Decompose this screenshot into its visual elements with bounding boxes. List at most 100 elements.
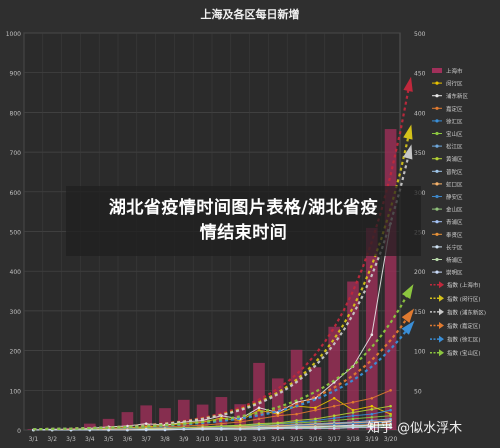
series-point (351, 426, 355, 429)
legend-marker (439, 294, 444, 302)
series-point (276, 421, 280, 425)
legend-marker (435, 207, 439, 211)
caption-line-2: 情结束时间 (199, 223, 288, 243)
legend-label: 崇明区 (446, 270, 463, 277)
x-tick-label: 3/13 (252, 436, 266, 443)
x-tick-label: 3/16 (309, 436, 323, 443)
series-point (370, 333, 374, 337)
bar (328, 326, 341, 430)
series-point (295, 419, 298, 422)
right-tick-label: 200 (414, 269, 426, 276)
series-point (144, 422, 148, 425)
series-point (276, 411, 280, 414)
right-tick-label: 500 (414, 31, 426, 38)
bar (159, 408, 171, 430)
series-point (370, 426, 374, 429)
left-tick-label: 300 (10, 309, 22, 316)
x-tick-label: 3/12 (233, 436, 247, 443)
legend-marker (435, 257, 439, 262)
bar (290, 349, 303, 430)
x-tick-label: 3/6 (123, 436, 133, 443)
left-tick-label: 500 (10, 230, 22, 237)
legend-marker (435, 119, 439, 123)
bar (365, 227, 378, 430)
left-tick-label: 700 (10, 150, 22, 157)
watermark-text: 知乎 @似水浮木 (367, 421, 463, 436)
x-tick-label: 3/17 (327, 436, 341, 443)
x-tick-label: 3/20 (384, 436, 398, 443)
bar (271, 378, 284, 430)
x-tick-label: 3/5 (104, 436, 114, 443)
bar (140, 405, 153, 430)
series-point (332, 427, 336, 430)
legend-marker (435, 232, 439, 236)
legend-label: 指数 (嘉定区) (447, 322, 481, 330)
bar (215, 397, 228, 430)
series-point (201, 427, 204, 431)
right-tick-label: 100 (414, 349, 426, 356)
legend-marker (435, 131, 439, 136)
legend-marker (435, 245, 439, 249)
series-point (257, 408, 261, 412)
caption-overlay: 湖北省疫情时间图片表格/湖北省疫 情结束时间 (66, 186, 421, 256)
legend-label: 奉贤区 (446, 231, 463, 239)
series-point (276, 427, 280, 430)
legend-label: 闵行区 (446, 80, 463, 88)
legend-label: 上海市 (446, 67, 463, 75)
legend-label: 指数 (闵行区) (447, 295, 481, 303)
legend-label: 指数 (宝山区) (447, 349, 481, 357)
x-tick-label: 3/11 (215, 436, 229, 443)
series-point (332, 414, 336, 418)
series-point (257, 406, 261, 410)
trend-arrowhead (401, 320, 415, 335)
legend-marker (435, 144, 439, 148)
legend-label: 金山区 (446, 206, 463, 214)
series-point (370, 408, 374, 411)
x-tick-label: 3/10 (196, 436, 210, 443)
series-point (144, 428, 148, 432)
legend-label: 青浦区 (446, 218, 463, 226)
bar (253, 362, 265, 430)
series-point (332, 396, 336, 400)
series-point (389, 408, 392, 412)
series-point (389, 389, 392, 392)
series-point (295, 412, 298, 416)
legend-marker (435, 220, 439, 224)
bar (83, 423, 96, 430)
series-point (295, 427, 298, 430)
legend-marker (439, 281, 444, 289)
legend-label: 徐汇区 (446, 117, 463, 125)
series-point (126, 428, 129, 432)
trend-arrowhead (403, 76, 413, 92)
legend-marker (435, 94, 439, 98)
series-point (332, 419, 336, 422)
series-line (33, 405, 391, 431)
legend-label: 静安区 (446, 193, 463, 201)
series-point (370, 415, 374, 419)
right-tick-label: 150 (414, 309, 426, 316)
legend-marker (435, 270, 439, 274)
legend-marker (435, 182, 439, 186)
x-tick-label: 3/19 (365, 436, 379, 443)
legend-label: 浦东新区 (446, 92, 469, 100)
legend-label: 普陀区 (446, 168, 463, 176)
series-point (314, 417, 317, 421)
trend-arrowhead (403, 124, 413, 140)
series-point (238, 420, 242, 424)
series-point (370, 404, 374, 408)
bar (177, 399, 190, 430)
legend-label: 宝山区 (446, 130, 463, 138)
series-point (389, 404, 392, 408)
x-tick-label: 3/9 (179, 436, 189, 443)
series-point (370, 412, 374, 416)
bar (347, 281, 359, 430)
right-tick-label: 350 (414, 150, 426, 157)
left-tick-label: 0 (17, 428, 21, 435)
left-tick-label: 400 (10, 269, 22, 276)
right-tick-label: 450 (414, 71, 426, 78)
series-point (351, 411, 355, 414)
caption-text: 湖北省疫情时间图片表格/湖北省疫 情结束时间 (109, 196, 378, 246)
legend-label: 嘉定区 (446, 105, 463, 113)
series-point (351, 408, 355, 412)
